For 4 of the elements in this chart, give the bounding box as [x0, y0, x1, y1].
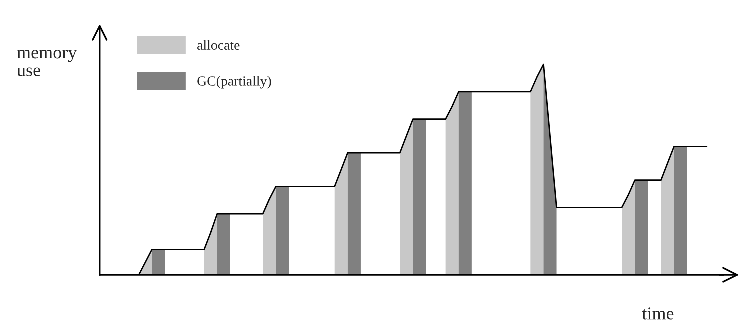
- legend-label: allocate: [198, 40, 240, 50]
- x-axis-title: time: [642, 308, 674, 320]
- y-axis-title: memory use: [17, 50, 78, 76]
- legend-label: GC(partially): [198, 76, 272, 89]
